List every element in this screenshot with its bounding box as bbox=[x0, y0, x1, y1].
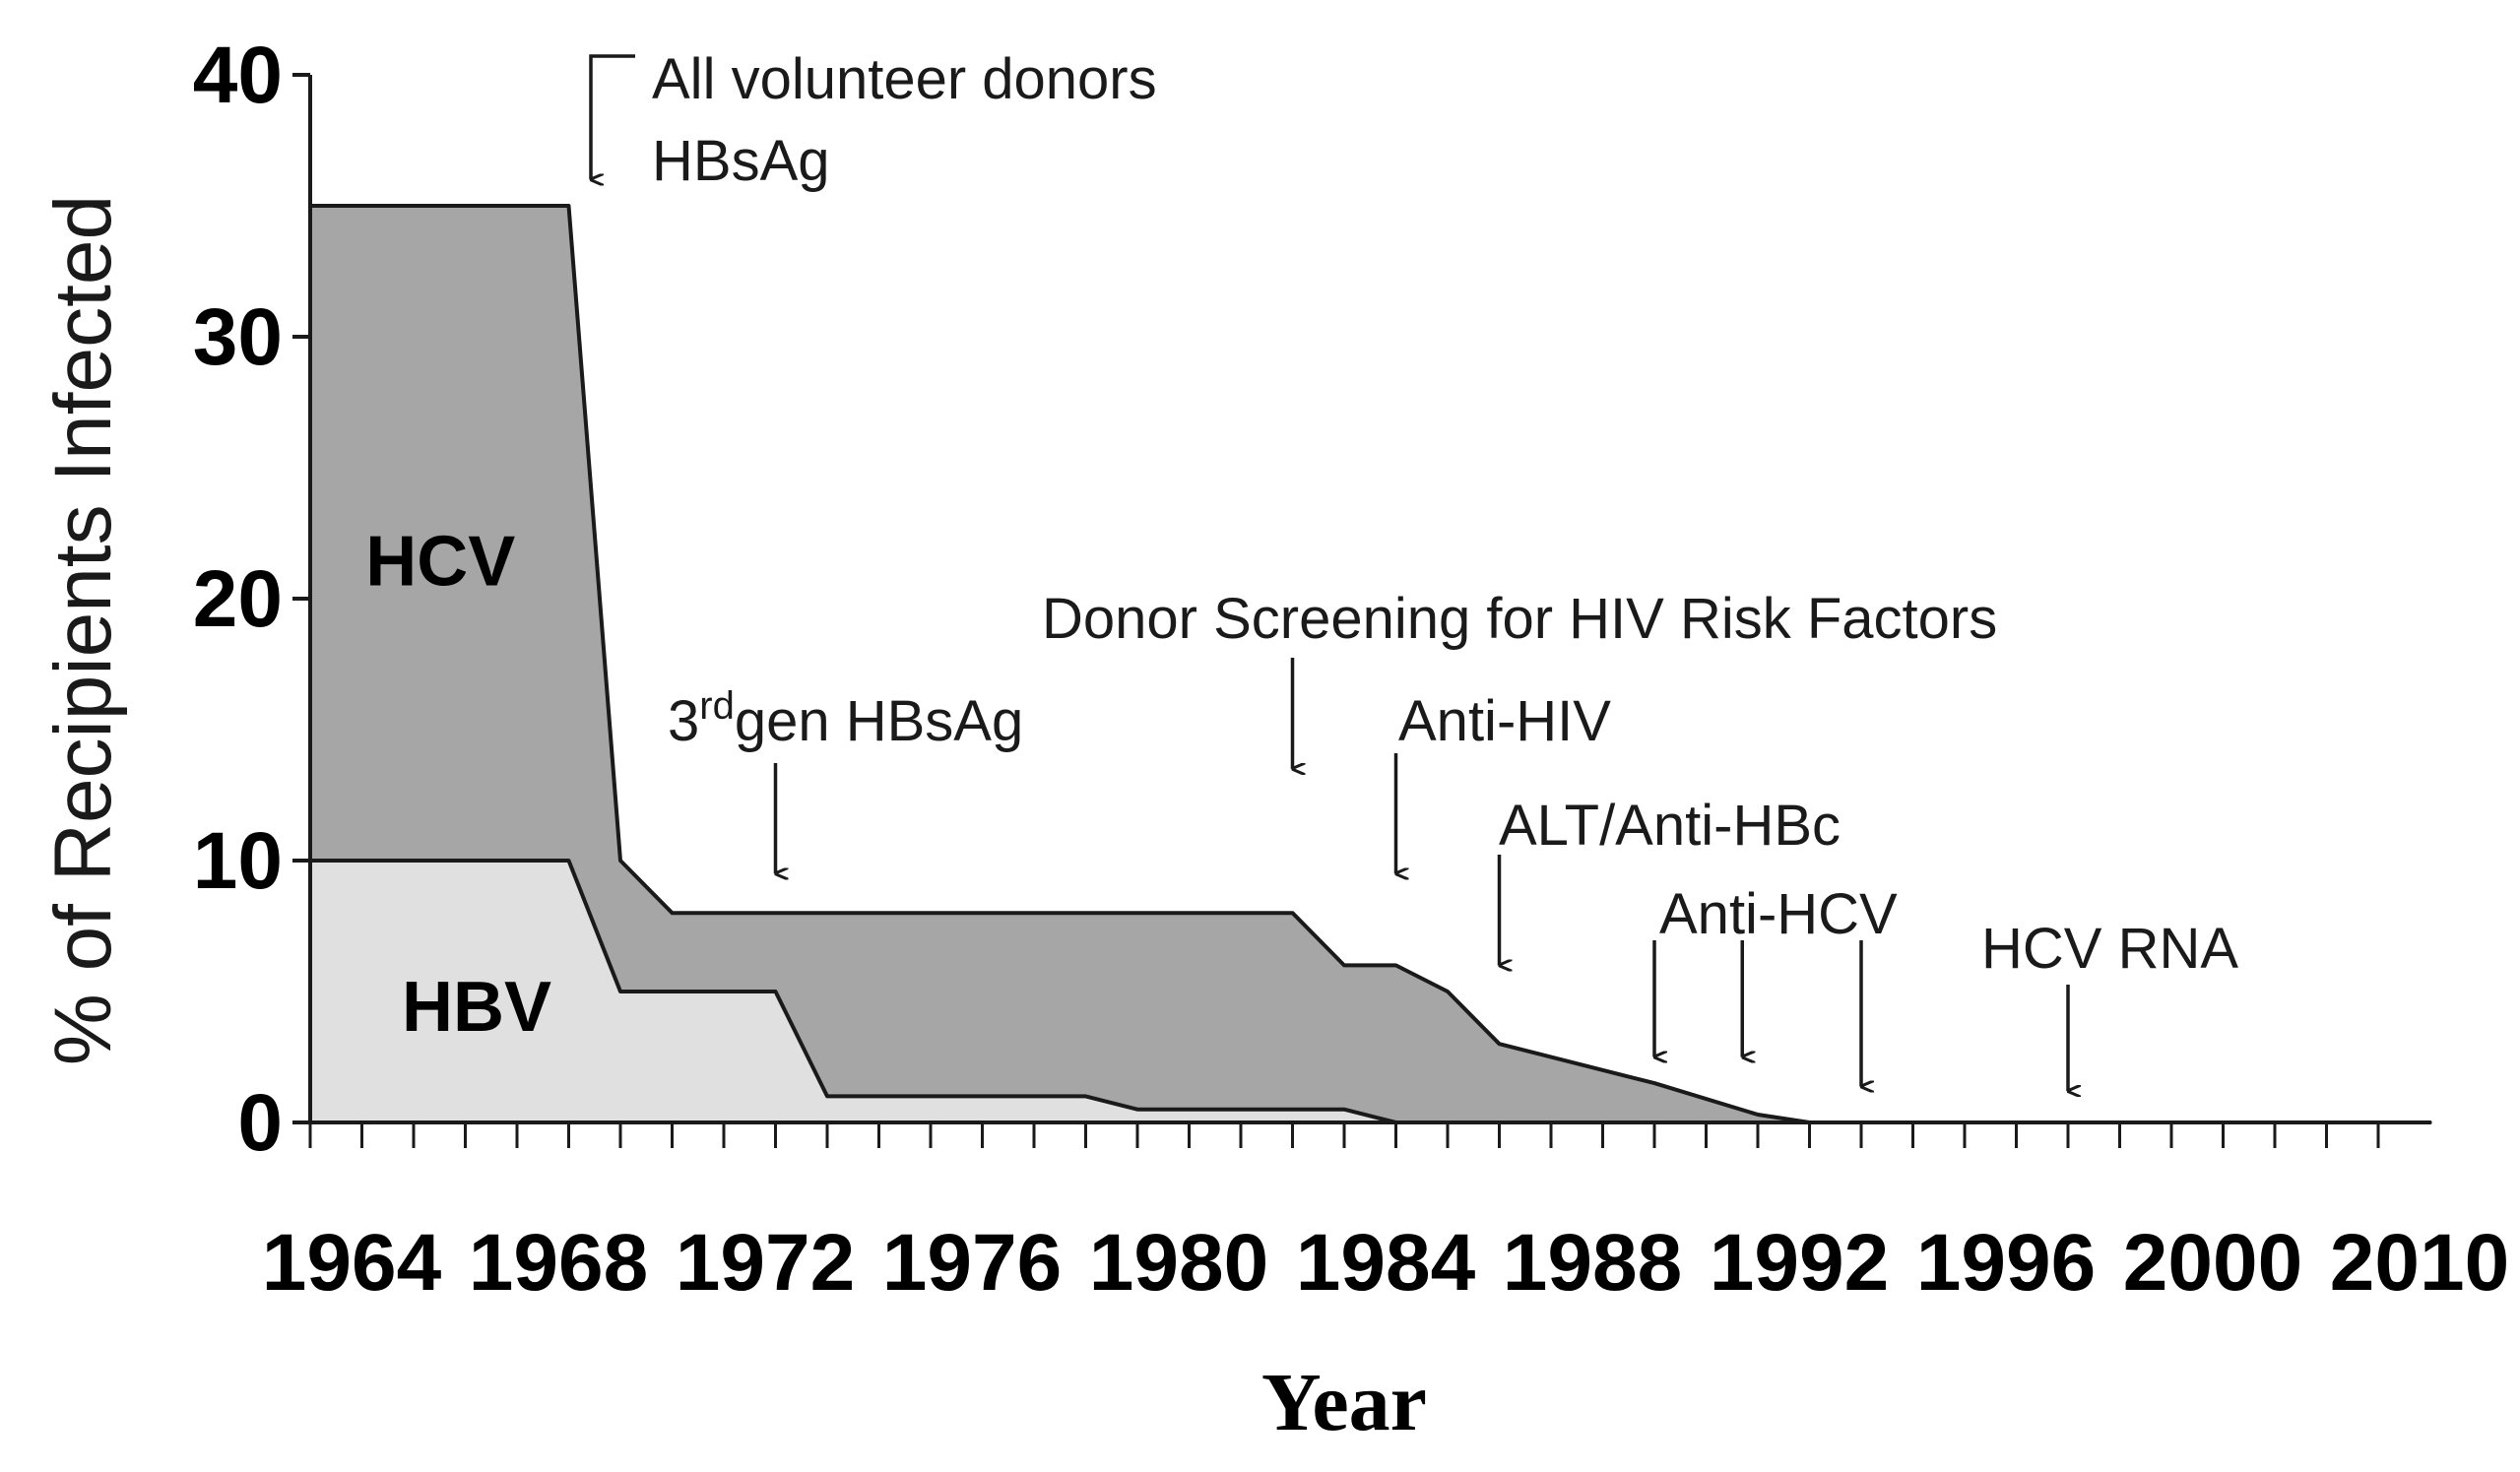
plot-area: HBV HCV bbox=[308, 204, 2432, 1124]
y-tick-label: 40 bbox=[193, 31, 283, 120]
series-label-hcv: HCV bbox=[365, 523, 515, 602]
x-tick-label: 1992 bbox=[1710, 1218, 1889, 1308]
annotation-3rd-gen: 3rdgen HBsAg bbox=[668, 684, 1023, 753]
y-tick-label: 20 bbox=[193, 554, 283, 644]
x-tick-label: 1980 bbox=[1089, 1218, 1268, 1308]
y-tick-label: 0 bbox=[237, 1078, 283, 1168]
annotation-volunteer-line1: All volunteer donors bbox=[652, 47, 1157, 111]
annotation-hcv-rna: HCV RNA bbox=[1981, 917, 2238, 981]
annotation-anti-hiv: Anti-HIV bbox=[1398, 689, 1611, 753]
x-tick-label: 1988 bbox=[1503, 1218, 1682, 1308]
x-tick-label: 2010 bbox=[2330, 1218, 2509, 1308]
y-axis-label: % of Recipients Infected bbox=[38, 195, 128, 1065]
series-area-hcv bbox=[308, 204, 2432, 1124]
y-tick-label: 10 bbox=[193, 816, 283, 906]
x-axis-label: Year bbox=[1261, 1357, 1427, 1448]
x-tick-label: 1996 bbox=[1916, 1218, 2096, 1308]
x-tick-label: 2000 bbox=[2123, 1218, 2302, 1308]
x-tick-label: 1964 bbox=[262, 1218, 442, 1308]
series-label-hbv: HBV bbox=[402, 968, 551, 1047]
y-tick-label: 30 bbox=[193, 292, 283, 382]
annotation-donor-screening: Donor Screening for HIV Risk Factors bbox=[1042, 587, 1997, 651]
annotation-arrow bbox=[589, 54, 635, 179]
annotation-alt-anti-hbc: ALT/Anti-HBc bbox=[1499, 794, 1841, 858]
annotations: All volunteer donors HBsAg 3rdgen HBsAg Don… bbox=[589, 47, 2238, 1091]
axes: 0 10 20 30 40 1964 1968 1972 1976 1980 1984 1988 199… bbox=[193, 31, 2509, 1308]
annotation-anti-hcv: Anti-HCV bbox=[1659, 882, 1898, 946]
x-tick-label: 1972 bbox=[676, 1218, 855, 1308]
x-tick-label: 1984 bbox=[1296, 1218, 1476, 1308]
annotation-volunteer-line2: HBsAg bbox=[652, 129, 830, 193]
x-tick-label: 1968 bbox=[469, 1218, 648, 1308]
x-tick-label: 1976 bbox=[882, 1218, 1062, 1308]
